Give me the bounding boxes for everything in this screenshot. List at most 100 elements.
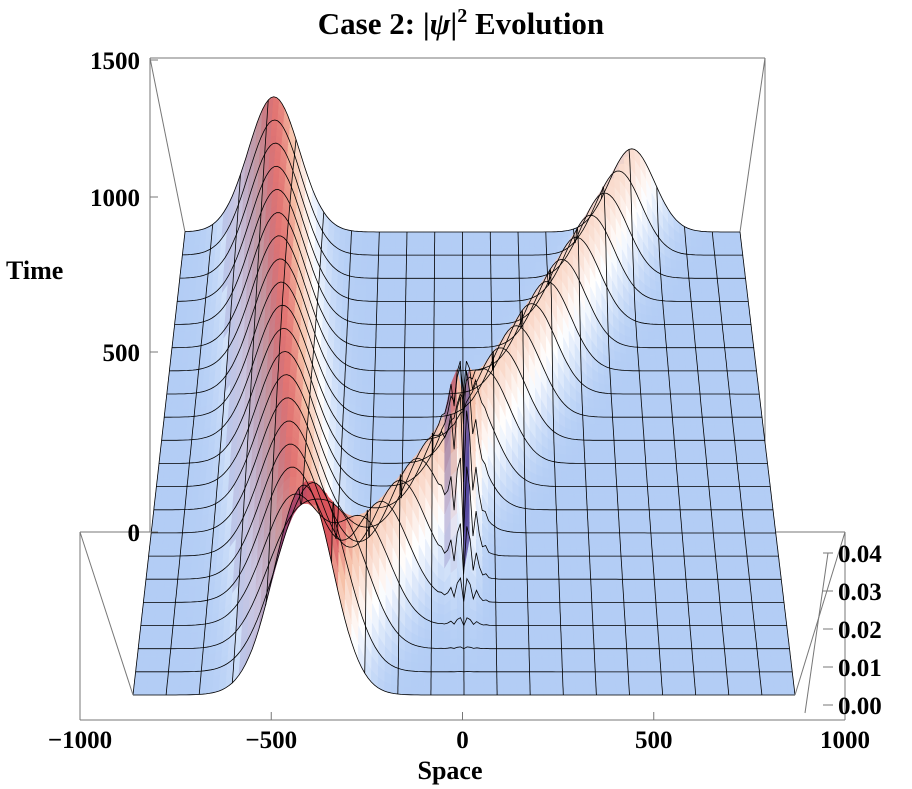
surface-patch: [687, 455, 695, 464]
surface-patch: [665, 409, 673, 418]
surface-patch: [529, 247, 536, 256]
surface-patch: [416, 301, 424, 310]
surface-patch: [651, 307, 659, 317]
surface-patch: [416, 277, 424, 287]
surface-patch: [172, 493, 181, 503]
surface-patch: [728, 563, 737, 572]
surface-patch: [621, 377, 629, 387]
surface-patch: [730, 517, 738, 526]
surface-patch: [488, 569, 496, 580]
surface-patch: [538, 540, 546, 549]
surface-patch: [421, 401, 428, 410]
surface-patch: [383, 462, 391, 472]
surface-patch: [382, 301, 389, 310]
surface-patch: [399, 293, 407, 302]
surface-patch: [539, 563, 547, 572]
surface-patch: [192, 546, 201, 556]
surface-patch: [468, 339, 475, 349]
surface-patch: [680, 447, 689, 457]
surface-patch: [555, 501, 563, 511]
surface-patch: [525, 548, 534, 557]
surface-patch: [433, 362, 440, 372]
surface-patch: [542, 485, 550, 495]
surface-patch: [641, 578, 649, 588]
surface-patch: [473, 285, 481, 295]
surface-patch: [641, 409, 649, 418]
surface-patch: [173, 432, 181, 441]
surface-patch: [626, 447, 634, 457]
surface-patch: [467, 231, 475, 240]
surface-patch: [754, 571, 763, 580]
surface-patch: [570, 420, 578, 432]
surface-patch: [730, 524, 739, 534]
surface-patch: [598, 501, 607, 511]
surface-patch: [359, 284, 367, 294]
surface-patch: [456, 231, 463, 240]
surface-patch: [584, 586, 592, 596]
surface-patch: [727, 555, 736, 565]
surface-patch: [766, 563, 775, 572]
surface-patch: [507, 571, 515, 580]
surface-patch: [639, 470, 648, 480]
surface-patch: [659, 563, 667, 572]
surface-patch: [587, 397, 595, 409]
surface-patch: [366, 438, 374, 448]
surface-patch: [652, 563, 661, 572]
surface-patch: [712, 524, 720, 534]
surface-patch: [708, 486, 717, 495]
surface-patch: [529, 254, 537, 264]
surface-patch: [393, 293, 401, 302]
surface-patch: [617, 602, 625, 611]
surface-patch: [172, 439, 181, 449]
surface-patch: [704, 378, 712, 387]
surface-patch: [645, 548, 653, 557]
surface-patch: [360, 414, 368, 425]
surface-patch: [551, 555, 559, 565]
surface-patch: [706, 401, 714, 410]
surface-patch: [643, 524, 652, 534]
surface-patch: [749, 524, 758, 534]
surface-patch: [439, 270, 447, 279]
surface-patch: [433, 339, 441, 349]
surface-patch: [648, 424, 656, 433]
surface-patch: [384, 439, 392, 449]
surface-patch: [667, 362, 675, 372]
surface-patch: [427, 316, 435, 325]
surface-patch: [506, 539, 515, 549]
surface-patch: [384, 447, 391, 457]
surface-patch: [402, 424, 410, 433]
surface-patch: [467, 247, 475, 256]
surface-patch: [367, 231, 375, 240]
surface-patch: [502, 315, 510, 325]
surface-patch: [384, 239, 391, 248]
surface-patch: [396, 424, 404, 433]
surface-patch: [417, 262, 424, 271]
surface-patch: [513, 571, 522, 580]
surface-patch: [523, 254, 531, 264]
surface-patch: [608, 563, 616, 572]
surface-patch: [367, 385, 375, 395]
surface-patch: [416, 285, 424, 295]
surface-patch: [685, 439, 694, 449]
surface-patch: [366, 431, 374, 441]
surface-patch: [591, 470, 599, 480]
surface-patch: [603, 586, 611, 596]
surface-patch: [456, 277, 464, 287]
surface-patch: [704, 324, 712, 333]
surface-patch: [462, 308, 469, 318]
surface-patch: [494, 570, 503, 580]
surface-patch: [642, 594, 650, 603]
surface-patch: [701, 347, 709, 356]
surface-patch: [716, 385, 725, 395]
surface-patch: [543, 517, 551, 526]
surface-patch: [657, 316, 665, 325]
surface-patch: [601, 548, 609, 557]
surface-patch: [681, 324, 689, 333]
surface-patch: [462, 254, 469, 264]
surface-patch: [624, 335, 632, 347]
surface-patch: [610, 385, 618, 395]
surface-patch: [641, 494, 649, 503]
surface-patch: [368, 370, 376, 379]
surface-patch: [543, 509, 551, 518]
surface-patch: [607, 439, 615, 449]
